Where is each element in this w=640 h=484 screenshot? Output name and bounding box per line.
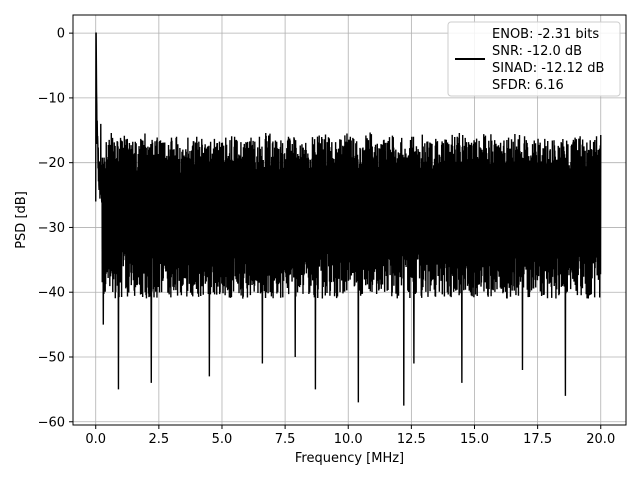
y-tick-label: −60	[38, 415, 65, 430]
y-tick-label: −40	[38, 286, 65, 301]
x-tick-label: 7.5	[275, 432, 296, 447]
psd-series-line	[95, 32, 602, 406]
plot-area	[95, 32, 602, 406]
y-tick-label: −30	[38, 221, 65, 236]
x-tick-label: 10.0	[334, 432, 363, 447]
x-tick-label: 5.0	[212, 432, 233, 447]
x-tick-label: 15.0	[460, 432, 489, 447]
x-axis-label: Frequency [MHz]	[295, 451, 404, 466]
y-axis-label: PSD [dB]	[14, 191, 29, 249]
legend-sfdr: SFDR: 6.16	[492, 78, 564, 93]
legend-snr: SNR: -12.0 dB	[492, 44, 582, 59]
axes-frame	[72, 14, 627, 426]
y-axis: 0 −10 −20 −30 −40 −50 −60	[38, 27, 73, 430]
legend-sinad: SINAD: -12.12 dB	[492, 61, 604, 76]
legend: ENOB: -2.31 bits SNR: -12.0 dB SINAD: -1…	[447, 21, 621, 97]
x-tick-label: 2.5	[149, 432, 170, 447]
legend-box	[447, 21, 621, 97]
x-axis: 0.0 2.5 5.0 7.5 10.0 12.5 15.0 17.5 20.0	[85, 425, 615, 447]
y-tick-label: −50	[38, 350, 65, 365]
x-tick-label: 17.5	[523, 432, 552, 447]
legend-enob: ENOB: -2.31 bits	[492, 27, 599, 42]
x-tick-label: 0.0	[85, 432, 106, 447]
x-tick-label: 12.5	[397, 432, 426, 447]
y-tick-label: −20	[38, 156, 65, 171]
x-tick-label: 20.0	[586, 432, 615, 447]
y-tick-label: −10	[38, 91, 65, 106]
y-tick-label: 0	[57, 27, 65, 42]
